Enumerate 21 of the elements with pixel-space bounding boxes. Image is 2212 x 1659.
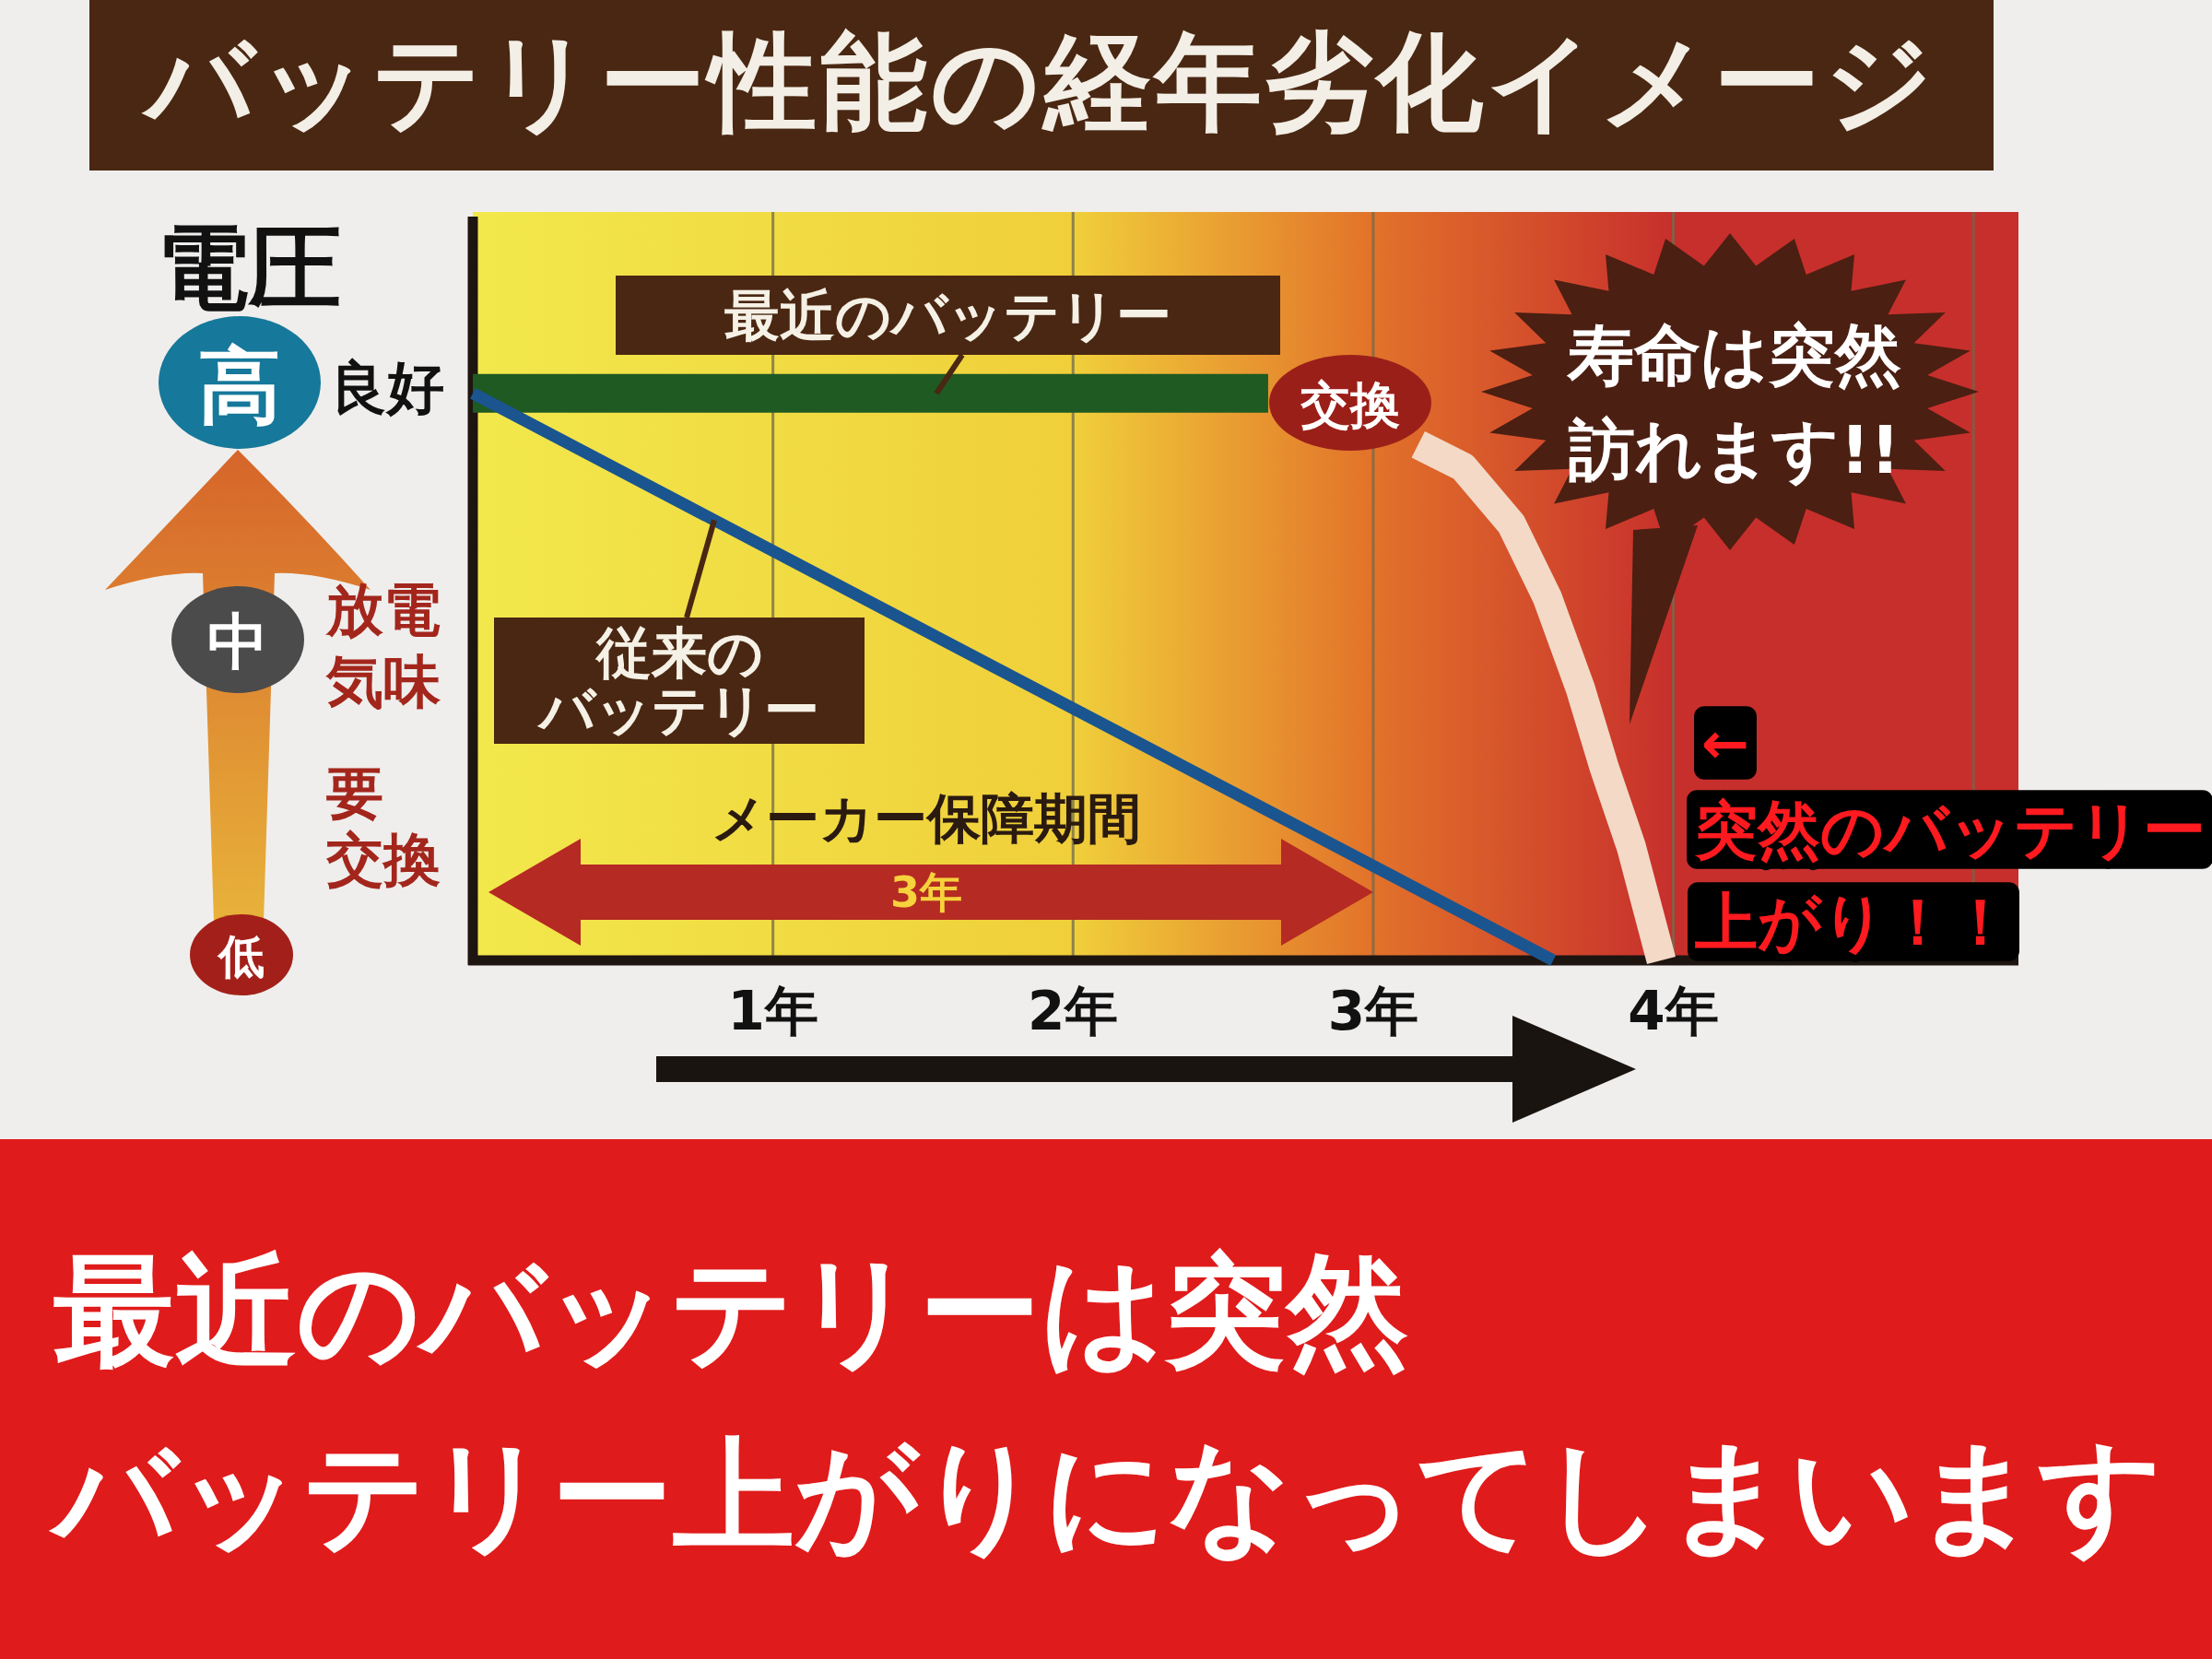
x-tick-label: 2年 <box>1028 980 1119 1042</box>
text: 最近のバッテリーは突然バッテリー上がりになってしまいます <box>48 1240 2163 1566</box>
series-label: 最近のバッテリー <box>724 283 1171 347</box>
x-tick-label: 4年 <box>1628 980 1719 1042</box>
annotation: 3年 <box>889 867 963 917</box>
text: 中 <box>207 606 268 677</box>
text: 放電気味 <box>324 575 441 715</box>
annotation: 交換 <box>1300 375 1400 434</box>
y-axis-title: 電圧 <box>157 213 341 322</box>
series-label: 従来のバッテリー <box>536 619 819 742</box>
annotation: ← <box>1701 709 1749 777</box>
text: 高 <box>198 336 281 434</box>
text: 低 <box>217 930 265 983</box>
annotation: 寿命は突然訪れます!! <box>1566 315 1901 488</box>
x-tick-label: 3年 <box>1327 980 1419 1042</box>
annotation: 突然のバッテリー上がり！！ <box>1694 793 2206 959</box>
annotation: メーカー保障期間 <box>712 787 1141 850</box>
chart-title: バッテリー性能の経年劣化イメージ <box>141 18 1937 144</box>
x-tick-label: 1年 <box>727 980 818 1042</box>
text: 良好 <box>330 353 444 421</box>
text: 要交換 <box>325 759 441 893</box>
